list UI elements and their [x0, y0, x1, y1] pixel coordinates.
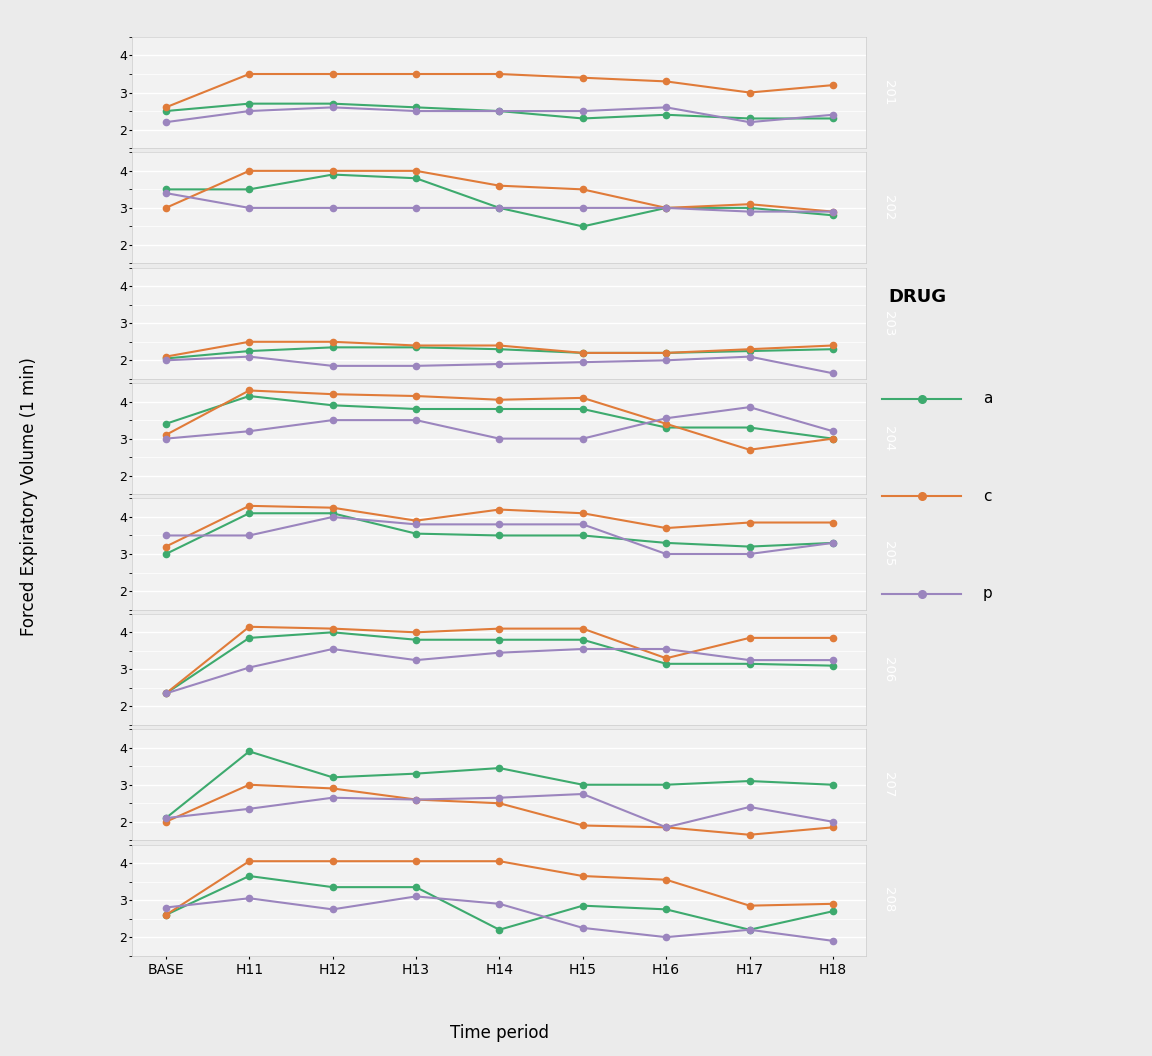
Text: 201: 201	[881, 80, 895, 106]
Text: 204: 204	[881, 426, 895, 451]
Text: c: c	[983, 489, 992, 504]
Text: 207: 207	[881, 772, 895, 797]
Text: 203: 203	[881, 310, 895, 336]
Text: 206: 206	[881, 657, 895, 682]
Text: 208: 208	[881, 887, 895, 912]
Text: DRUG: DRUG	[889, 288, 947, 306]
Text: Time period: Time period	[450, 1023, 548, 1042]
Text: p: p	[983, 586, 993, 602]
Text: Forced Expiratory Volume (1 min): Forced Expiratory Volume (1 min)	[20, 357, 38, 636]
Text: 205: 205	[881, 542, 895, 567]
Text: a: a	[983, 391, 992, 407]
Text: 202: 202	[881, 195, 895, 221]
